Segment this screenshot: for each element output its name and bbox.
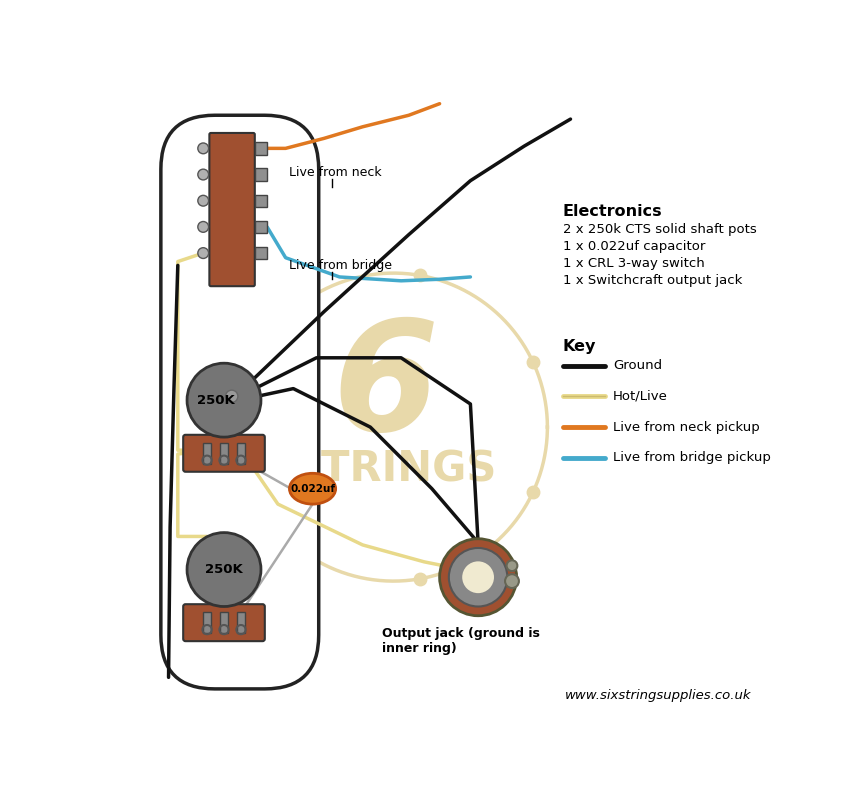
- FancyBboxPatch shape: [161, 115, 319, 689]
- FancyBboxPatch shape: [254, 221, 267, 233]
- Text: www.sixstringsupplies.co.uk: www.sixstringsupplies.co.uk: [565, 689, 751, 702]
- Text: 0.022uf: 0.022uf: [290, 484, 335, 494]
- Text: Live from neck: Live from neck: [289, 166, 382, 179]
- Text: 250K: 250K: [205, 563, 243, 576]
- Circle shape: [440, 538, 517, 616]
- Ellipse shape: [289, 474, 335, 504]
- Bar: [203, 612, 211, 634]
- Circle shape: [226, 390, 238, 402]
- Circle shape: [448, 548, 507, 606]
- Text: Live from neck pickup: Live from neck pickup: [613, 421, 760, 434]
- Text: Key: Key: [563, 338, 597, 354]
- FancyBboxPatch shape: [254, 168, 267, 181]
- Bar: [220, 612, 228, 634]
- Text: 1 x CRL 3-way switch: 1 x CRL 3-way switch: [563, 257, 705, 270]
- Circle shape: [197, 169, 208, 180]
- Circle shape: [197, 143, 208, 154]
- Text: Live from bridge: Live from bridge: [289, 259, 392, 272]
- FancyBboxPatch shape: [254, 142, 267, 154]
- Bar: [203, 442, 211, 464]
- Text: 2 x 250k CTS solid shaft pots: 2 x 250k CTS solid shaft pots: [563, 223, 757, 236]
- Text: Hot/Live: Hot/Live: [613, 390, 668, 403]
- Text: 1 x 0.022uf capacitor: 1 x 0.022uf capacitor: [563, 240, 705, 253]
- Bar: [237, 612, 245, 634]
- Text: Electronics: Electronics: [563, 204, 662, 219]
- Text: 1 x Switchcraft output jack: 1 x Switchcraft output jack: [563, 274, 742, 287]
- Circle shape: [505, 574, 519, 588]
- FancyBboxPatch shape: [183, 435, 265, 472]
- Text: Ground: Ground: [613, 359, 662, 372]
- Circle shape: [187, 363, 261, 437]
- Text: Live from bridge pickup: Live from bridge pickup: [613, 451, 771, 464]
- Text: 250K: 250K: [197, 394, 235, 406]
- Text: 6: 6: [333, 314, 439, 463]
- Bar: [220, 442, 228, 464]
- FancyBboxPatch shape: [183, 604, 265, 641]
- FancyBboxPatch shape: [254, 194, 267, 207]
- Text: STRINGS: STRINGS: [291, 449, 496, 490]
- Circle shape: [461, 560, 495, 594]
- Circle shape: [506, 560, 517, 571]
- Text: Output jack (ground is
inner ring): Output jack (ground is inner ring): [382, 627, 540, 655]
- Circle shape: [197, 222, 208, 232]
- FancyBboxPatch shape: [254, 247, 267, 259]
- Circle shape: [197, 248, 208, 258]
- Circle shape: [197, 195, 208, 206]
- Bar: [237, 442, 245, 464]
- Circle shape: [187, 533, 261, 606]
- FancyBboxPatch shape: [209, 133, 254, 286]
